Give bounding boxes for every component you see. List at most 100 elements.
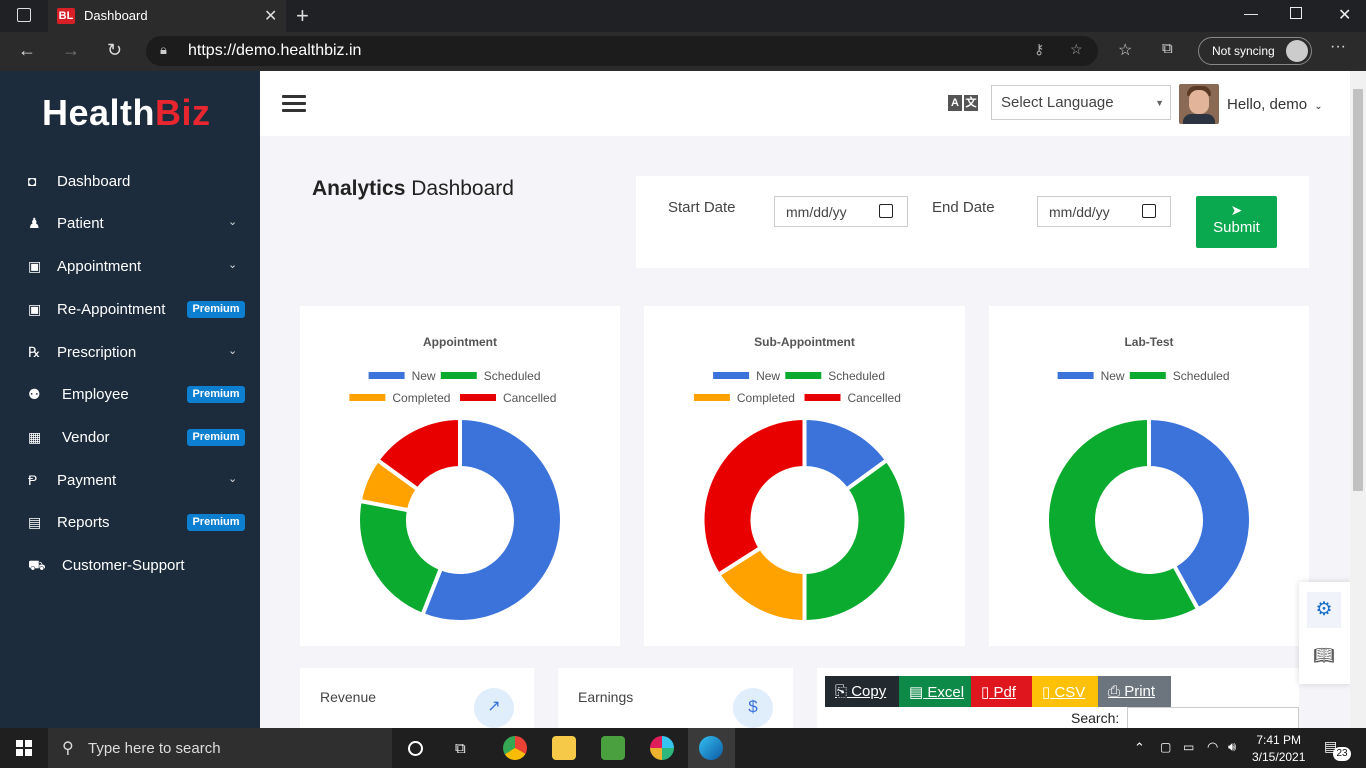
restore-icon[interactable] — [1290, 7, 1302, 19]
book-icon[interactable]: 📖︎ — [1313, 646, 1335, 665]
tray-chevron-icon[interactable]: ⌃ — [1134, 740, 1145, 755]
legend-swatch-completed[interactable] — [693, 394, 730, 401]
pdf-button[interactable]: ▯ Pdf — [971, 676, 1032, 707]
legend-label[interactable]: Scheduled — [828, 369, 885, 383]
chrome-icon[interactable] — [503, 736, 527, 760]
close-window-icon[interactable]: ✕ — [1338, 7, 1352, 24]
minimize-icon[interactable]: — — [1244, 5, 1258, 21]
legend-swatch-new[interactable] — [368, 372, 405, 379]
edge-taskbar-button[interactable] — [688, 728, 735, 768]
windows-taskbar: ⚲ Type here to search ⧉ ⌃ ▢ ▭ ◠ 🔊︎ 7:41 … — [0, 728, 1366, 768]
browser-tab[interactable]: BL Dashboard ✕ — [48, 0, 286, 32]
legend-label[interactable]: New — [412, 369, 436, 383]
legend-swatch-scheduled[interactable] — [785, 372, 822, 379]
sidebar-item-reports[interactable]: ▤ Reports Premium — [0, 514, 260, 554]
volume-icon[interactable]: 🔊︎ — [1228, 739, 1237, 754]
donut-slice-new[interactable] — [1147, 415, 1253, 613]
language-select[interactable]: Select Language ▼ — [991, 85, 1171, 120]
battery-icon[interactable]: ▭ — [1183, 740, 1195, 754]
forward-icon[interactable]: → — [62, 40, 80, 60]
end-date-input[interactable]: mm/dd/yy — [1037, 196, 1171, 227]
task-view-icon[interactable]: ⧉ — [455, 740, 466, 757]
legend-swatch-new[interactable] — [713, 372, 750, 379]
language-select-value: Select Language — [1001, 94, 1114, 111]
legend-label[interactable]: Scheduled — [484, 369, 541, 383]
collections-icon[interactable]: ⧉ — [1162, 40, 1173, 57]
windows-start-icon[interactable] — [16, 740, 32, 756]
print-button[interactable]: ⎙ Print — [1098, 676, 1171, 707]
legend-swatch-scheduled[interactable] — [1129, 372, 1166, 379]
more-options-icon[interactable]: ··· — [1330, 38, 1346, 55]
donut-slice-new[interactable] — [419, 415, 564, 624]
legend-swatch-new[interactable] — [1057, 372, 1094, 379]
sidebar-item-prescription[interactable]: ℞ Prescription ⌄ — [0, 344, 260, 384]
page-scrollbar[interactable] — [1350, 71, 1366, 728]
donut-slice-cancelled[interactable] — [374, 415, 462, 493]
file-explorer-icon[interactable] — [552, 736, 576, 760]
sync-button[interactable]: Not syncing — [1198, 37, 1312, 65]
user-avatar[interactable] — [1179, 84, 1219, 124]
browser-titlebar: BL Dashboard ✕ + — ✕ — [0, 0, 1366, 32]
legend-label[interactable]: Cancelled — [848, 391, 901, 405]
legend-label[interactable]: Scheduled — [1173, 369, 1230, 383]
excel-label: Excel — [927, 684, 965, 701]
menu-toggle-icon[interactable] — [282, 95, 306, 113]
excel-button[interactable]: ▤ Excel — [899, 676, 971, 707]
submit-button[interactable]: ➤ Submit — [1196, 196, 1277, 248]
refresh-icon[interactable]: ↻ — [107, 40, 123, 60]
cortana-icon[interactable] — [408, 741, 423, 756]
app-icon[interactable] — [601, 736, 625, 760]
sidebar-item-label: Prescription — [57, 344, 137, 361]
sidebar-item-appointment[interactable]: ▣ Appointment ⌄ — [0, 258, 260, 298]
favorites-icon[interactable]: ☆ — [1118, 42, 1133, 59]
settings-gear-icon[interactable]: ⚙ — [1307, 592, 1341, 628]
donut-slice-scheduled[interactable] — [356, 498, 444, 618]
taskbar-search[interactable]: ⚲ Type here to search — [48, 728, 392, 768]
sidebar-item-employee[interactable]: ⚉ Employee Premium — [0, 386, 260, 426]
donut-slice-scheduled[interactable] — [1045, 415, 1201, 624]
donut-slice-cancelled[interactable] — [700, 415, 807, 578]
csv-button[interactable]: ▯ CSV — [1032, 676, 1098, 707]
sidebar-item-payment[interactable]: Ᵽ Payment ⌄ — [0, 472, 260, 512]
legend-label[interactable]: Completed — [392, 391, 450, 405]
sidebar-item-dashboard[interactable]: ◘ Dashboard — [0, 173, 260, 213]
users-icon: ⚉ — [28, 386, 41, 402]
legend-label[interactable]: New — [1101, 369, 1125, 383]
calendar-icon[interactable] — [879, 204, 893, 218]
legend-label[interactable]: Completed — [737, 391, 795, 405]
legend-swatch-completed[interactable] — [349, 394, 386, 401]
url-field[interactable]: 🔒︎ https://demo.healthbiz.in ⚷ ☆ — [146, 36, 1098, 66]
legend-swatch-scheduled[interactable] — [440, 372, 477, 379]
sidebar-item-vendor[interactable]: ▦ Vendor Premium — [0, 429, 260, 469]
calendar-icon[interactable] — [1142, 204, 1156, 218]
sidebar-item-patient[interactable]: ♟ Patient ⌄ — [0, 215, 260, 255]
legend-swatch-cancelled[interactable] — [804, 394, 841, 401]
legend-swatch-cancelled[interactable] — [460, 394, 496, 401]
premium-badge: Premium — [187, 386, 245, 403]
back-icon[interactable]: ← — [18, 40, 36, 60]
add-favorite-icon[interactable]: ☆ — [1070, 41, 1083, 57]
lock-icon[interactable]: 🔒︎ — [160, 42, 167, 57]
wifi-icon[interactable]: ◠ — [1207, 739, 1219, 754]
copy-label: Copy — [851, 683, 887, 700]
csv-label: CSV — [1054, 684, 1086, 701]
sidebar-item-label: Employee — [62, 386, 129, 403]
lab-test-chart-card: Lab-Test New Scheduled — [989, 306, 1309, 646]
close-tab-icon[interactable]: ✕ — [264, 8, 278, 25]
tab-actions-icon[interactable] — [17, 8, 31, 22]
copy-button[interactable]: ⎘ Copy — [825, 676, 899, 707]
key-icon[interactable]: ⚷ — [1034, 41, 1045, 57]
slack-icon[interactable] — [650, 736, 674, 760]
legend-label[interactable]: New — [756, 369, 780, 383]
tray-app-icon[interactable]: ▢ — [1160, 740, 1172, 754]
paypal-icon: Ᵽ — [28, 472, 38, 488]
new-tab-icon[interactable]: + — [296, 3, 309, 28]
taskbar-clock[interactable]: 7:41 PM 3/15/2021 — [1252, 732, 1305, 766]
sidebar-item-customer-support[interactable]: ⛟ Customer-Support — [0, 557, 260, 597]
logo[interactable]: HealthBiz — [42, 92, 211, 134]
user-menu[interactable]: Hello, demo ⌄ — [1227, 96, 1323, 113]
legend-label[interactable]: Cancelled — [503, 391, 556, 405]
sidebar-item-re-appointment[interactable]: ▣ Re-Appointment Premium — [0, 301, 260, 341]
donut-slice-scheduled[interactable] — [802, 457, 909, 625]
start-date-input[interactable]: mm/dd/yy — [774, 196, 908, 227]
